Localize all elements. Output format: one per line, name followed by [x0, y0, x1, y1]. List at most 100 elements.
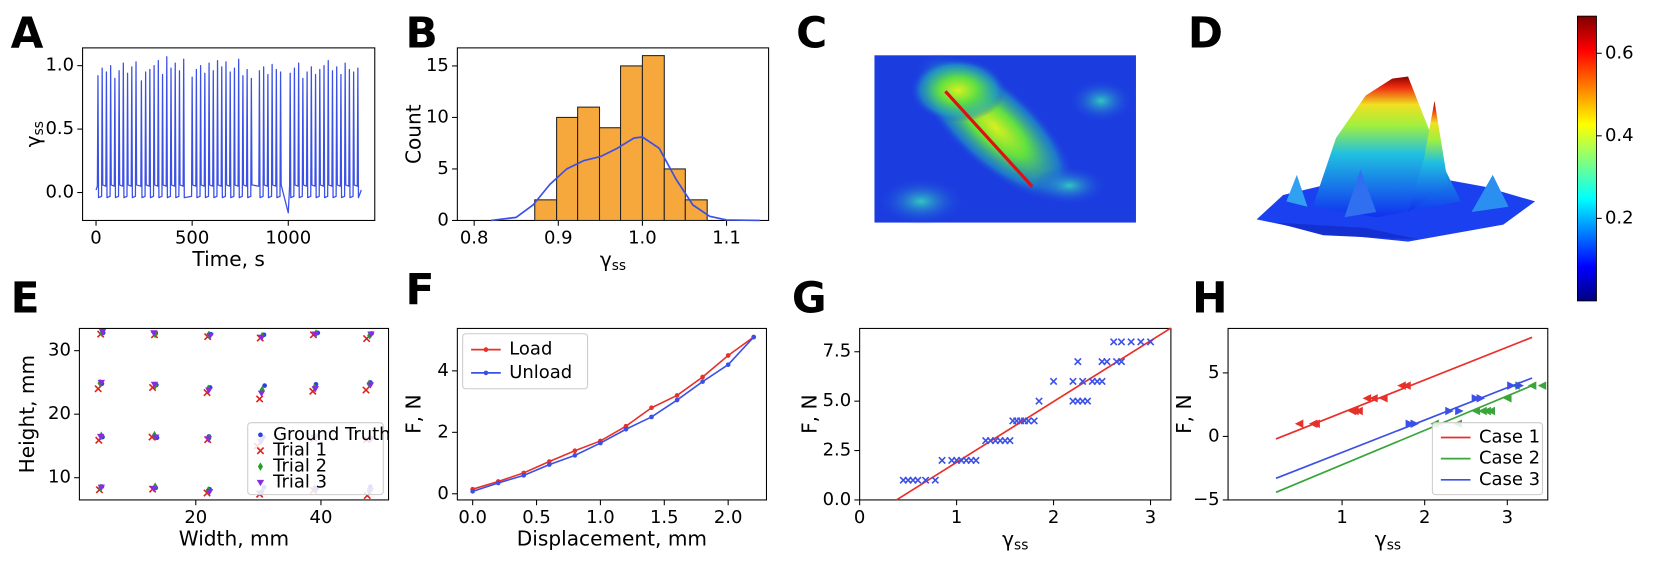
legend-label: Case 3 [1479, 469, 1540, 490]
legend-marker [483, 370, 489, 376]
x-tick-label: 1.1 [712, 227, 741, 248]
y-tick-label: 0.0 [45, 182, 74, 203]
x-tick-label: 20 [184, 507, 207, 528]
x-tick-label: 0.0 [458, 507, 487, 528]
x-tick-label: 1000 [265, 227, 311, 248]
marker [1035, 397, 1043, 405]
panel-letter: F [405, 265, 434, 314]
bar [620, 65, 643, 221]
x-tick-label: 3 [1145, 507, 1156, 528]
marker [914, 476, 922, 484]
x-axis-label: γss [1002, 527, 1028, 554]
x-axis-label: Time, s [191, 247, 264, 271]
marker [674, 397, 680, 403]
y-axis-label: F, N [402, 394, 426, 433]
y-tick-label: −5 [1193, 489, 1220, 510]
y-tick-label: 5.0 [823, 390, 852, 411]
marker [1098, 377, 1106, 386]
legend-marker [483, 347, 489, 352]
legend-label: Load [509, 339, 552, 360]
x-tick-label: 3 [1502, 507, 1513, 528]
marker [152, 434, 160, 441]
marker [1507, 381, 1516, 390]
axes-frame [1227, 327, 1549, 501]
legend-marker [258, 432, 263, 438]
legend-marker [256, 479, 265, 487]
legend-box [1431, 422, 1544, 496]
marker [649, 405, 654, 411]
panel-letter: E [11, 273, 40, 322]
x-axis-label-sub: ss [1387, 537, 1401, 553]
legend-marker [256, 446, 265, 455]
marker [1311, 419, 1320, 428]
heatmap-image [874, 53, 1136, 225]
panel-letter: H [1192, 273, 1227, 322]
marker [1117, 357, 1126, 366]
marker [255, 395, 264, 403]
marker [572, 453, 578, 458]
marker [1537, 381, 1547, 390]
marker [598, 440, 603, 446]
axes-frame [456, 327, 768, 501]
legend-box [247, 422, 384, 496]
marker [1527, 381, 1537, 390]
y-axis-label: F, N [797, 394, 821, 433]
line [95, 56, 362, 214]
marker [1471, 394, 1481, 403]
y-tick-label: 7.5 [823, 341, 852, 362]
x-tick-label: 1.0 [586, 507, 615, 528]
marker [1117, 338, 1126, 346]
marker [1397, 381, 1406, 390]
marker [1127, 338, 1135, 346]
x-tick-label: 1.5 [650, 507, 679, 528]
y-axis-label-sub: ss [31, 121, 47, 135]
line [472, 336, 755, 490]
bar [641, 55, 665, 221]
y-tick-label: 5 [1208, 362, 1219, 383]
legend-label: Case 1 [1479, 426, 1540, 447]
bar [577, 106, 601, 221]
marker [1069, 377, 1077, 386]
marker [366, 382, 375, 389]
y-tick-label: 4 [437, 360, 448, 381]
y-axis-label: γss [20, 121, 47, 147]
x-axis-label-main: γ [1002, 527, 1014, 551]
x-axis-label: Width, mm [179, 527, 289, 551]
marker [1410, 419, 1420, 428]
marker [150, 381, 159, 389]
marker [931, 476, 940, 484]
marker [972, 456, 980, 465]
marker [1083, 397, 1092, 405]
marker [674, 393, 680, 398]
marker [1362, 394, 1372, 403]
y-tick-label: 2 [437, 421, 448, 442]
bar [534, 199, 558, 221]
marker [938, 456, 946, 465]
marker [623, 426, 629, 432]
colorbar [1577, 15, 1597, 302]
y-tick-label: 1.0 [45, 55, 74, 76]
colorbar-tick-label: 0.4 [1605, 125, 1634, 146]
marker [204, 436, 213, 443]
marker [257, 334, 266, 342]
marker [97, 379, 106, 387]
panel-letter: G [792, 273, 827, 322]
y-axis-label: Count [402, 104, 426, 164]
marker [311, 386, 320, 393]
marker [150, 485, 158, 493]
x-tick-label: 500 [175, 227, 209, 248]
x-tick-label: 2.0 [714, 507, 743, 528]
marker [1049, 377, 1058, 386]
marker [311, 331, 320, 338]
marker [700, 379, 705, 384]
legend-box [462, 333, 589, 390]
marker [1476, 394, 1486, 403]
y-tick-label: 30 [48, 340, 71, 361]
bar [684, 199, 708, 221]
x-tick-label: 2 [1419, 507, 1430, 528]
y-tick-label: 0 [437, 483, 448, 504]
x-tick-label: 0.8 [460, 227, 489, 248]
x-axis-label-main: γ [600, 247, 612, 271]
marker [98, 329, 107, 336]
